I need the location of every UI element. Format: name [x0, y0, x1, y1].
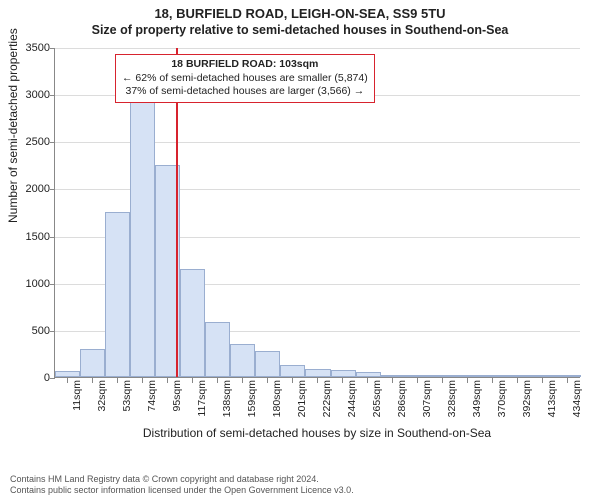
- annotation-line1: 18 BURFIELD ROAD: 103sqm: [122, 58, 368, 72]
- footer-line2: Contains public sector information licen…: [10, 485, 354, 496]
- histogram-bar: [331, 370, 356, 377]
- x-tick-label: 392sqm: [521, 380, 533, 440]
- x-tick-label: 265sqm: [371, 380, 383, 440]
- y-tick-label: 1500: [10, 231, 50, 243]
- x-tick-mark: [492, 378, 493, 383]
- title-line2: Size of property relative to semi-detach…: [0, 23, 600, 37]
- y-tick-mark: [50, 95, 55, 96]
- x-tick-mark: [567, 378, 568, 383]
- footer-line1: Contains HM Land Registry data © Crown c…: [10, 474, 354, 485]
- y-tick-mark: [50, 284, 55, 285]
- y-tick-label: 0: [10, 372, 50, 384]
- title-line1: 18, BURFIELD ROAD, LEIGH-ON-SEA, SS9 5TU: [0, 6, 600, 21]
- histogram-bar: [80, 349, 105, 377]
- y-tick-label: 2000: [10, 183, 50, 195]
- reference-annotation: 18 BURFIELD ROAD: 103sqm ← 62% of semi-d…: [115, 54, 375, 103]
- histogram-bar: [230, 344, 255, 377]
- x-tick-label: 95sqm: [171, 380, 183, 440]
- x-tick-label: 53sqm: [121, 380, 133, 440]
- x-tick-label: 434sqm: [571, 380, 583, 440]
- x-tick-mark: [417, 378, 418, 383]
- histogram-bar: [105, 212, 130, 377]
- x-tick-label: 74sqm: [146, 380, 158, 440]
- histogram-bar: [55, 371, 80, 377]
- histogram-bar: [381, 375, 406, 377]
- x-tick-mark: [392, 378, 393, 383]
- y-tick-label: 2500: [10, 136, 50, 148]
- x-tick-label: 201sqm: [296, 380, 308, 440]
- histogram-bar: [556, 375, 581, 377]
- x-tick-label: 32sqm: [96, 380, 108, 440]
- x-tick-label: 244sqm: [346, 380, 358, 440]
- x-tick-label: 138sqm: [221, 380, 233, 440]
- x-tick-label: 117sqm: [196, 380, 208, 440]
- x-tick-label: 349sqm: [471, 380, 483, 440]
- histogram-bar: [431, 375, 456, 377]
- x-tick-label: 307sqm: [421, 380, 433, 440]
- histogram-bar: [356, 372, 381, 377]
- x-tick-mark: [542, 378, 543, 383]
- x-tick-mark: [192, 378, 193, 383]
- histogram-bar: [180, 269, 205, 377]
- x-tick-label: 11sqm: [71, 380, 83, 440]
- histogram-bar: [481, 375, 506, 377]
- x-tick-mark: [242, 378, 243, 383]
- chart-area: 0500100015002000250030003500 18 BURFIELD…: [54, 48, 580, 418]
- x-tick-mark: [517, 378, 518, 383]
- y-tick-mark: [50, 48, 55, 49]
- histogram-bar: [531, 375, 556, 377]
- histogram-bar: [280, 365, 305, 377]
- y-tick-mark: [50, 331, 55, 332]
- x-tick-mark: [467, 378, 468, 383]
- grid-line: [55, 48, 580, 49]
- x-tick-mark: [292, 378, 293, 383]
- x-tick-label: 370sqm: [496, 380, 508, 440]
- x-tick-label: 328sqm: [446, 380, 458, 440]
- histogram-bar: [506, 375, 531, 377]
- x-tick-label: 159sqm: [246, 380, 258, 440]
- x-tick-mark: [167, 378, 168, 383]
- y-tick-mark: [50, 189, 55, 190]
- x-tick-mark: [142, 378, 143, 383]
- x-tick-label: 222sqm: [321, 380, 333, 440]
- histogram-bar: [130, 94, 155, 377]
- x-tick-mark: [342, 378, 343, 383]
- plot-area: 0500100015002000250030003500 18 BURFIELD…: [54, 48, 580, 378]
- y-tick-mark: [50, 142, 55, 143]
- y-tick-label: 1000: [10, 278, 50, 290]
- annotation-line3: 37% of semi-detached houses are larger (…: [122, 85, 368, 99]
- histogram-bar: [406, 375, 431, 377]
- x-tick-mark: [217, 378, 218, 383]
- x-tick-mark: [67, 378, 68, 383]
- y-tick-label: 3000: [10, 89, 50, 101]
- y-tick-label: 500: [10, 325, 50, 337]
- y-tick-mark: [50, 237, 55, 238]
- histogram-bar: [255, 351, 280, 377]
- y-tick-label: 3500: [10, 42, 50, 54]
- footer-attribution: Contains HM Land Registry data © Crown c…: [10, 474, 354, 496]
- x-tick-mark: [317, 378, 318, 383]
- x-tick-mark: [442, 378, 443, 383]
- x-tick-label: 180sqm: [271, 380, 283, 440]
- x-tick-label: 286sqm: [396, 380, 408, 440]
- chart-title: 18, BURFIELD ROAD, LEIGH-ON-SEA, SS9 5TU…: [0, 0, 600, 37]
- annotation-line2: ← 62% of semi-detached houses are smalle…: [122, 72, 368, 86]
- y-tick-mark: [50, 378, 55, 379]
- x-tick-mark: [367, 378, 368, 383]
- x-tick-mark: [267, 378, 268, 383]
- x-tick-mark: [117, 378, 118, 383]
- x-tick-mark: [92, 378, 93, 383]
- histogram-bar: [305, 369, 330, 377]
- histogram-bar: [456, 375, 481, 377]
- histogram-bar: [205, 322, 230, 377]
- x-tick-label: 413sqm: [546, 380, 558, 440]
